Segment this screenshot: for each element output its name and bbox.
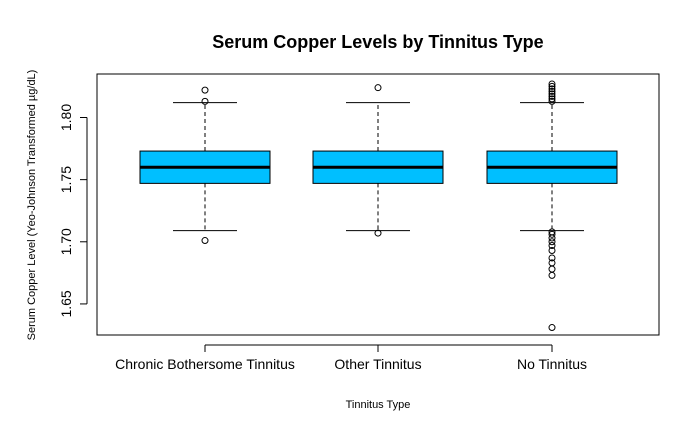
- x-tick-label: Chronic Bothersome Tinnitus: [115, 356, 295, 372]
- box-group-3: [486, 80, 618, 332]
- outlier-point: [548, 254, 556, 262]
- y-tick-label: 1.70: [58, 228, 74, 255]
- outlier-point: [548, 324, 556, 332]
- outlier-point: [548, 95, 556, 103]
- outlier-point: [548, 246, 556, 254]
- outlier-point: [548, 87, 556, 95]
- chart-title: Serum Copper Levels by Tinnitus Type: [212, 32, 543, 52]
- outlier-point: [548, 238, 556, 246]
- outlier-point: [548, 228, 556, 236]
- outlier-point: [548, 271, 556, 279]
- outlier-point: [548, 259, 556, 267]
- plot-frame: [96, 73, 660, 336]
- outlier-point: [548, 265, 556, 273]
- y-tick-label: 1.80: [58, 104, 74, 131]
- box-group-2: [312, 84, 444, 237]
- x-axis-title: Tinnitus Type: [346, 399, 411, 411]
- outlier-point: [548, 90, 556, 98]
- outlier-point: [201, 97, 209, 105]
- outlier-point: [548, 97, 556, 105]
- outlier-point: [548, 82, 556, 90]
- outlier-point: [201, 237, 209, 245]
- outlier-point: [548, 92, 556, 100]
- x-tick-label: No Tinnitus: [517, 356, 587, 372]
- chart-marks: 1.65 1.70 1.75 1.80 Chronic Bothersome Tinni…: [58, 80, 618, 372]
- y-axis-title: Serum Copper Level (Yeo-Johnson Transfor…: [26, 70, 38, 341]
- outlier-point: [201, 86, 209, 94]
- outlier-point: [548, 85, 556, 93]
- x-tick-label: Other Tinnitus: [334, 356, 421, 372]
- outlier-point: [548, 230, 556, 238]
- box-group-1: [139, 86, 271, 245]
- outlier-point: [548, 242, 556, 250]
- outlier-point: [374, 229, 382, 237]
- outlier-point: [548, 80, 556, 88]
- y-tick-label: 1.75: [58, 166, 74, 193]
- outlier-point: [374, 84, 382, 92]
- y-tick-label: 1.65: [58, 290, 74, 317]
